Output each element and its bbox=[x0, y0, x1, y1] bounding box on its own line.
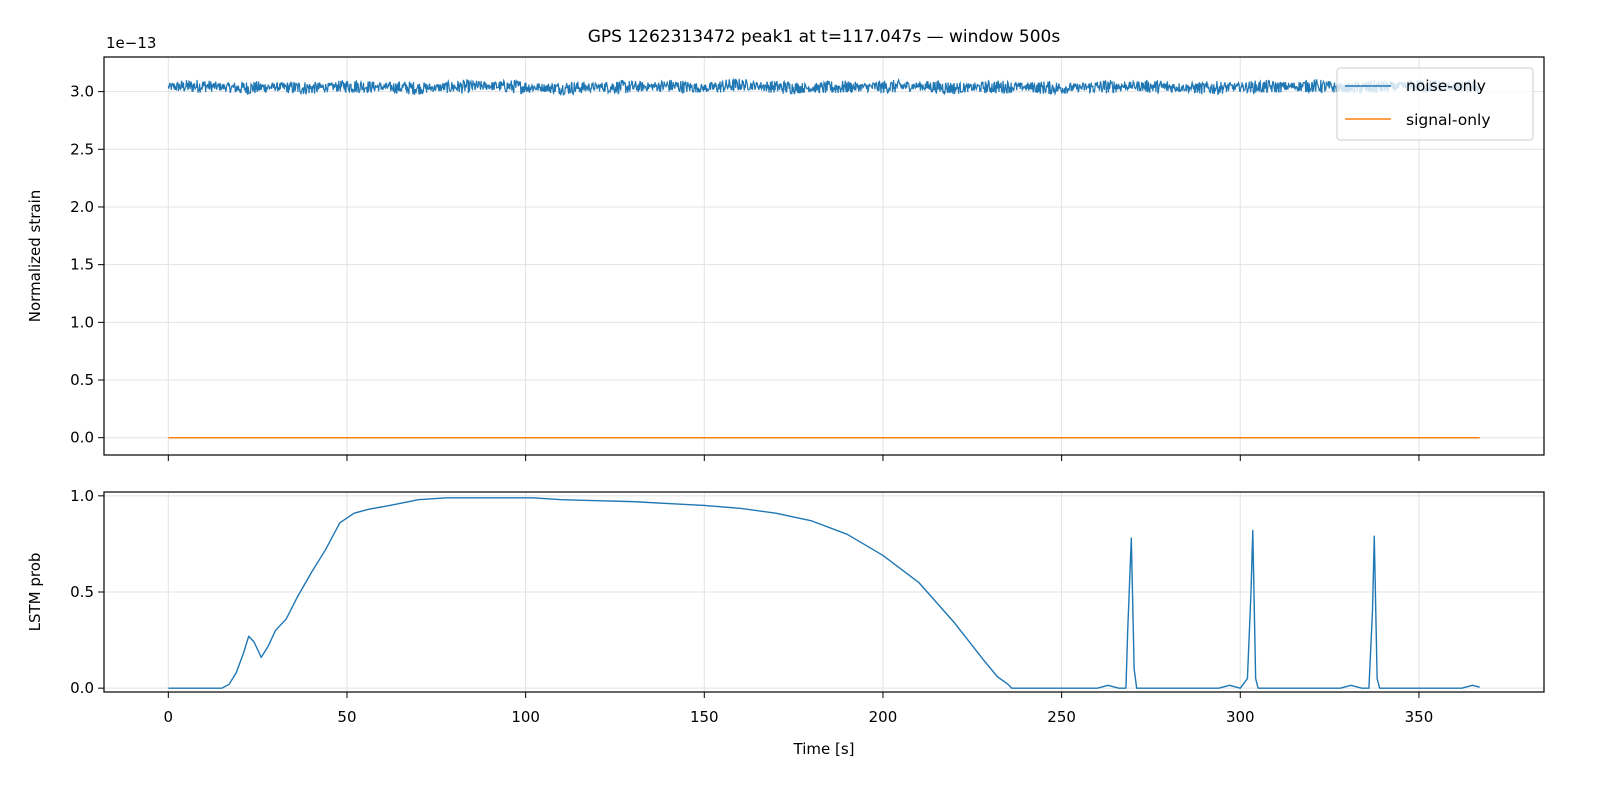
bottom-y-axis-label: LSTM prob bbox=[26, 553, 44, 632]
chart-title: GPS 1262313472 peak1 at t=117.047s — win… bbox=[588, 27, 1061, 47]
x-tick-label: 350 bbox=[1405, 708, 1434, 726]
bottom-x-ticks: 0 50 100 150 200 250 300 350 bbox=[164, 692, 1434, 726]
top-y-tick-label: 2.5 bbox=[70, 140, 94, 158]
top-y-tick-label: 0.5 bbox=[70, 371, 94, 389]
x-tick-label: 50 bbox=[337, 708, 356, 726]
bottom-series-layer bbox=[168, 497, 1480, 689]
legend-noise-only-label: noise-only bbox=[1406, 77, 1486, 95]
top-axes: 0.0 0.5 1.0 1.5 2.0 2.5 3.0 Normalized strain bbox=[26, 56, 1545, 461]
y-offset-label: 1e−13 bbox=[106, 34, 156, 52]
x-tick-label: 100 bbox=[511, 708, 540, 726]
series-noise-only-line bbox=[167, 77, 1481, 97]
top-x-ticks bbox=[167, 455, 1420, 461]
bottom-y-tick-label: 0.5 bbox=[70, 583, 94, 601]
top-y-ticks: 0.0 0.5 1.0 1.5 2.0 2.5 3.0 bbox=[70, 83, 104, 447]
x-axis-label: Time [s] bbox=[793, 740, 855, 758]
top-series-layer bbox=[167, 77, 1481, 439]
bottom-y-tick-label: 0.0 bbox=[70, 679, 94, 697]
series-lstm-prob-line bbox=[168, 497, 1480, 689]
top-y-tick-label: 0.0 bbox=[70, 429, 94, 447]
bottom-y-ticks: 0.0 0.5 1.0 bbox=[70, 487, 104, 697]
x-tick-label: 250 bbox=[1047, 708, 1076, 726]
bottom-axes: 0.0 0.5 1.0 0 50 100 150 200 250 300 350 LSTM pro… bbox=[26, 487, 1545, 758]
top-axes-frame bbox=[103, 56, 1545, 456]
legend-signal-only-label: signal-only bbox=[1406, 111, 1491, 129]
top-y-tick-label: 2.0 bbox=[70, 198, 94, 216]
x-tick-label: 0 bbox=[164, 708, 174, 726]
bottom-y-tick-label: 1.0 bbox=[70, 487, 94, 505]
x-tick-label: 200 bbox=[869, 708, 898, 726]
legend: noise-only signal-only bbox=[1336, 67, 1534, 141]
top-gridlines bbox=[104, 57, 1544, 455]
top-y-tick-label: 3.0 bbox=[70, 83, 94, 101]
top-y-tick-label: 1.5 bbox=[70, 256, 94, 274]
top-y-tick-label: 1.0 bbox=[70, 313, 94, 331]
bottom-gridlines bbox=[104, 492, 1544, 692]
top-y-axis-label: Normalized strain bbox=[26, 190, 44, 323]
x-tick-label: 300 bbox=[1226, 708, 1255, 726]
x-tick-label: 150 bbox=[690, 708, 719, 726]
